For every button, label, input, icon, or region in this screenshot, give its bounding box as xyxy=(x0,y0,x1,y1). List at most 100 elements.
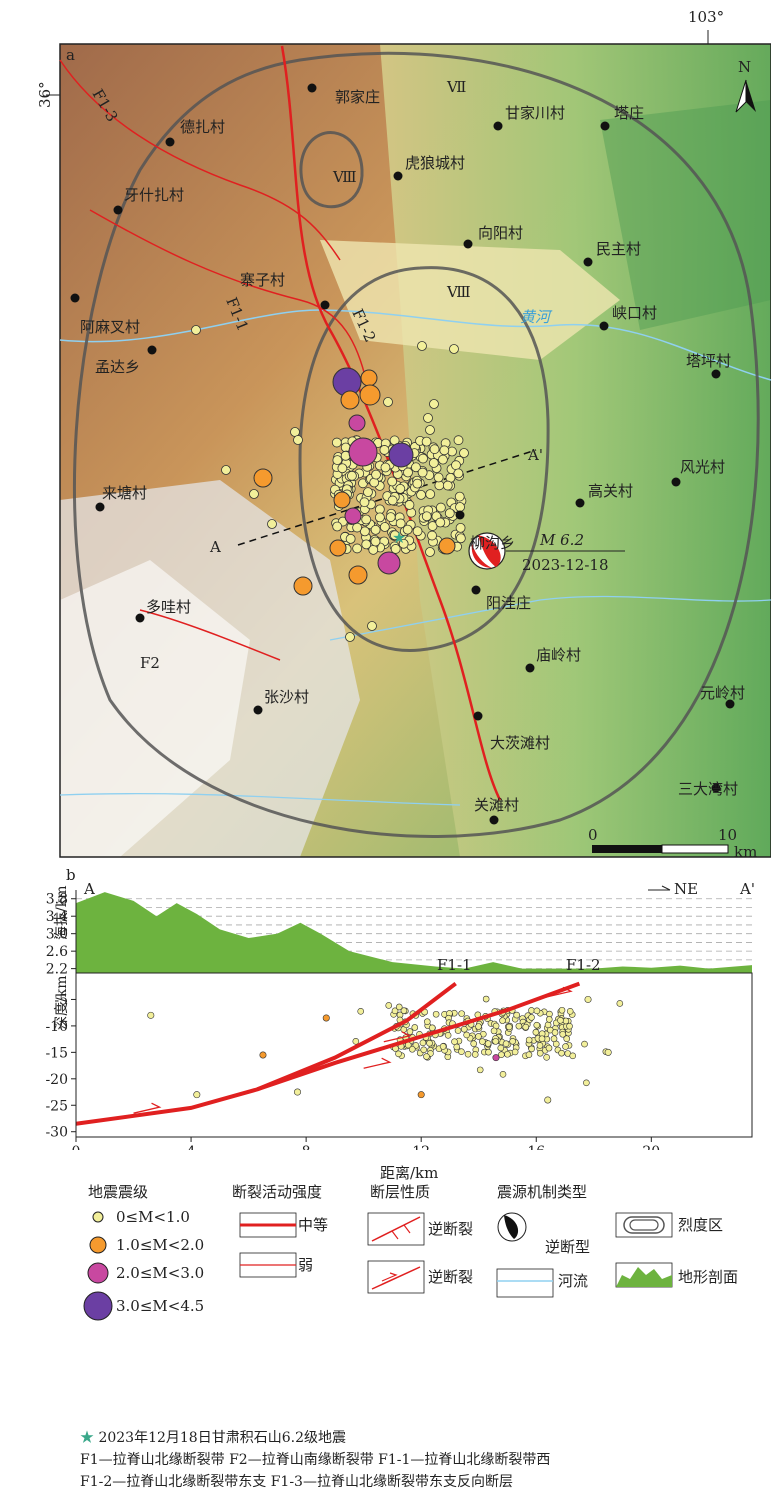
legend-fault-type-reverse-1: 逆断裂 xyxy=(428,1220,473,1238)
depth-aftershock-dot xyxy=(444,1031,452,1039)
seismic-map: M 6.2 2023-12-18 ★ a 103° 36° N Ⅶ Ⅷ Ⅷ 黄河… xyxy=(36,8,771,860)
aftershock-dot xyxy=(428,458,439,468)
depth-aftershock-dot xyxy=(293,1088,301,1096)
depth-aftershock-dot xyxy=(490,1027,498,1035)
legend: 地震震级 0≤M<1.0 1.0≤M<2.0 2.0≤M<3.0 3.0≤M<4… xyxy=(83,1183,738,1321)
panel-a-label: a xyxy=(66,46,75,64)
village-label: 孟达乡 xyxy=(95,358,140,376)
panel-b-label: b xyxy=(66,866,76,884)
village-marker xyxy=(725,699,735,709)
depth-aftershock-dot xyxy=(498,1051,505,1059)
distance-tick-label: 4 xyxy=(187,1144,196,1150)
village-marker xyxy=(473,711,483,721)
village-label: 阳洼庄 xyxy=(486,594,531,612)
aftershock-dot xyxy=(360,369,378,387)
profile-end-a-prime: A' xyxy=(527,446,543,464)
village-label: 柳沟乡 xyxy=(470,534,515,552)
legend-fault-type-title: 断层性质 xyxy=(370,1183,430,1201)
direction-label: NE xyxy=(674,880,698,898)
village-marker xyxy=(147,345,157,355)
depth-aftershock-dot xyxy=(584,995,592,1003)
aftershock-dot xyxy=(345,533,356,544)
aftershock-dot xyxy=(387,495,398,506)
village-marker xyxy=(525,663,535,673)
aftershock-dot xyxy=(429,399,439,409)
aftershock-dot xyxy=(332,521,343,532)
depth-aftershock-dot xyxy=(497,1044,505,1052)
aftershock-dot xyxy=(425,425,435,435)
village-marker xyxy=(711,369,721,379)
village-label: 甘家川村 xyxy=(505,104,565,122)
depth-aftershock-dot xyxy=(470,1040,478,1047)
aftershock-dot xyxy=(455,502,465,512)
aftershock-dot xyxy=(439,445,450,456)
depth-aftershock-dot xyxy=(423,1018,431,1026)
depth-aftershock-dot xyxy=(558,1006,566,1014)
distance-tick-label: 8 xyxy=(302,1144,311,1150)
depth-aftershock-dot xyxy=(408,1045,416,1053)
depth-aftershock-dot xyxy=(492,1038,499,1045)
elevation-profile-area xyxy=(76,892,752,973)
depth-aftershock-dot xyxy=(566,1022,573,1030)
village-label: 元岭村 xyxy=(700,684,745,702)
depth-aftershock-dot xyxy=(502,1040,510,1047)
village-marker xyxy=(671,477,681,487)
aftershock-dot xyxy=(293,435,303,445)
village-label: 寨子村 xyxy=(240,271,285,289)
aftershock-dot xyxy=(455,522,466,533)
village-marker xyxy=(70,293,80,303)
distance-tick-label: 12 xyxy=(412,1144,430,1150)
depth-axes: -5 -10 -15 -20 -25 -30 0 4 8 12 16 20 xyxy=(45,972,753,1150)
depth-aftershock-dot xyxy=(499,1071,507,1078)
legend-fault-type-reverse-2: 逆断裂 xyxy=(428,1268,473,1286)
depth-aftershock-dot xyxy=(475,1023,482,1030)
village-markers xyxy=(70,83,735,825)
depth-aftershock-dot xyxy=(458,1010,465,1017)
aftershock-dot xyxy=(385,512,396,522)
depth-aftershock-dot xyxy=(492,1054,500,1062)
depth-profile-chart: b A A' NE 3.83.4 3.02.6 2.2 海拔/km -5 -10 -15… xyxy=(45,866,755,1150)
depth-fault-traces xyxy=(75,981,581,1126)
aftershock-dot xyxy=(390,544,401,554)
depth-aftershock-dot xyxy=(419,1039,427,1047)
aftershock-dot xyxy=(267,519,277,529)
depth-aftershock-dot xyxy=(411,1024,419,1031)
legend-beachball-icon xyxy=(497,1212,527,1242)
svg-text:0≤M<1.0: 0≤M<1.0 xyxy=(116,1208,190,1226)
aftershock-dot xyxy=(367,621,377,631)
fault-label-f2: F2 xyxy=(140,654,160,672)
aftershock-dot xyxy=(361,539,372,550)
aftershock-dot xyxy=(412,478,423,489)
aftershock-dot xyxy=(345,632,355,642)
fault-label-f1-1: F1-1 xyxy=(437,956,472,974)
depth-aftershock-dot xyxy=(400,1007,408,1014)
depth-aftershock-dot xyxy=(525,1051,533,1058)
village-label: 塔庄 xyxy=(614,104,644,122)
intensity-label-viii-small: Ⅷ xyxy=(332,168,357,186)
depth-tick-label: -30 xyxy=(45,1125,68,1141)
legend-activity-title: 断裂活动强度 xyxy=(232,1183,322,1201)
village-marker xyxy=(599,321,609,331)
depth-aftershock-dot xyxy=(583,1079,590,1087)
aftershock-dot xyxy=(421,436,432,447)
depth-aftershock-dot xyxy=(464,1050,472,1058)
scale-bar: 0 10 km xyxy=(588,826,757,860)
depth-aftershock-dot xyxy=(439,1043,447,1050)
depth-aftershock-dot xyxy=(562,1017,570,1025)
village-marker xyxy=(711,783,721,793)
village-marker xyxy=(165,137,175,147)
distance-tick-label: 20 xyxy=(642,1144,660,1150)
village-marker xyxy=(583,257,593,267)
village-label: 虎狼城村 xyxy=(405,154,465,172)
village-marker xyxy=(113,205,123,215)
aftershock-dot xyxy=(389,530,400,541)
depth-aftershock-dot xyxy=(509,1037,516,1045)
depth-tick-label: -10 xyxy=(45,1019,68,1035)
caption-star: 2023年12月18日甘肃积石山6.2级地震 xyxy=(98,1430,346,1446)
slip-arrow-icon xyxy=(383,1031,412,1043)
aftershock-dot xyxy=(369,477,380,488)
depth-tick-label: -15 xyxy=(45,1045,68,1061)
depth-aftershock-dot xyxy=(423,1053,430,1060)
village-label: 张沙村 xyxy=(264,688,309,706)
aftershock-dot xyxy=(444,508,455,519)
